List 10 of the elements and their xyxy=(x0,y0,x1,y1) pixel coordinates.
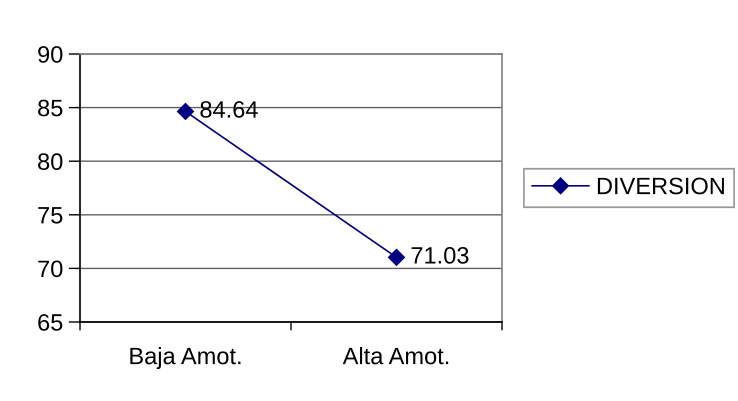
y-tick-label: 65 xyxy=(38,314,62,331)
y-tick-label: 80 xyxy=(38,153,62,170)
legend-label: DIVERSION xyxy=(598,178,724,194)
y-tick-label: 75 xyxy=(38,207,62,224)
x-tick-label: Baja Amot. xyxy=(130,347,240,370)
y-tick-label: 90 xyxy=(38,46,62,63)
y-tick-label: 70 xyxy=(38,260,62,278)
x-tick-label: Alta Amot. xyxy=(342,347,448,364)
y-tick-label: 85 xyxy=(38,100,62,116)
data-label: 71.03 xyxy=(412,246,468,264)
